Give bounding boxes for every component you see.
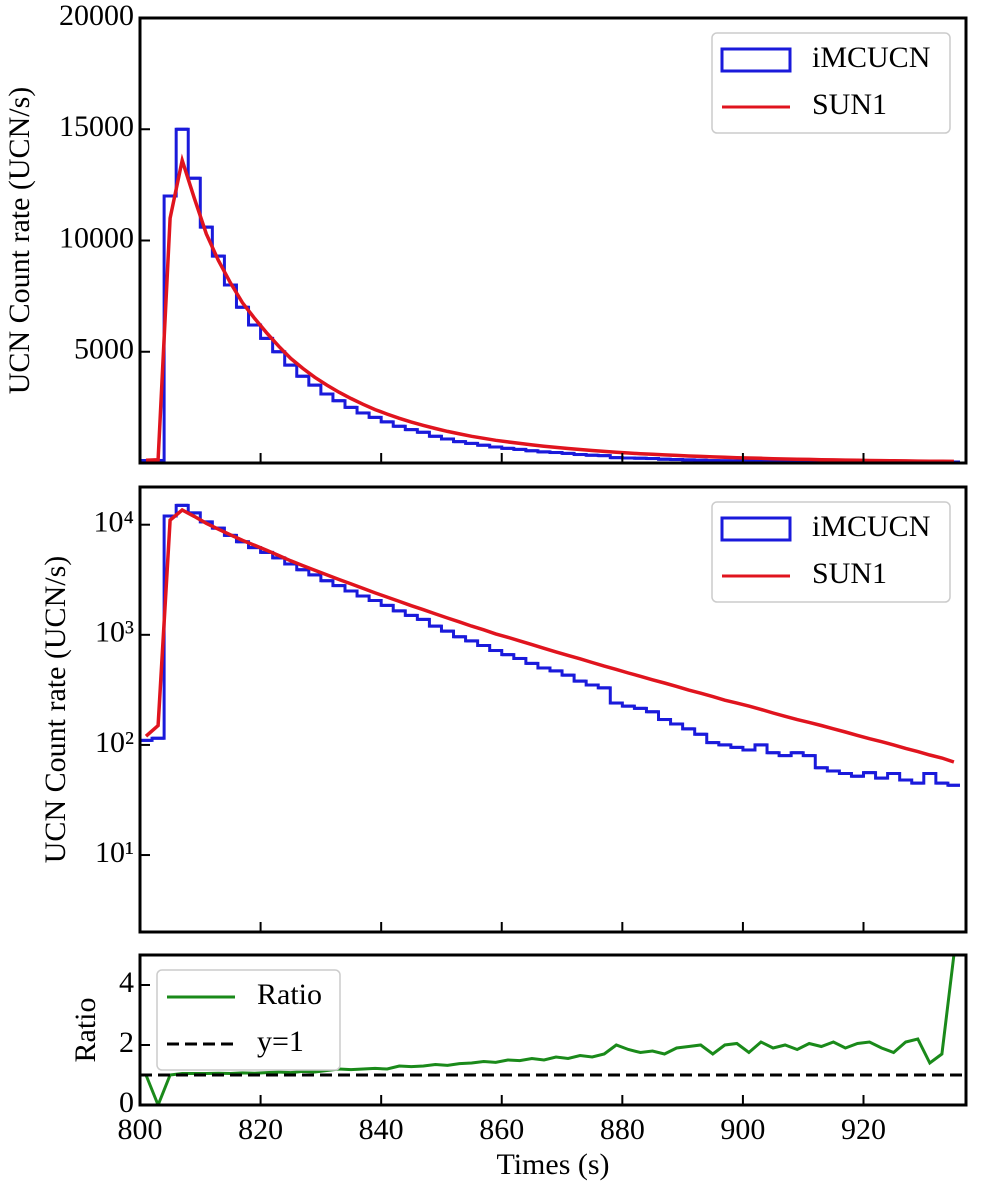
panel: 10¹ 10² 10³ 10⁴ UCN Count rate (UCN/s) iMCUCN…: [39, 485, 968, 934]
legend-swatch: [720, 516, 792, 542]
legend-label: iMCUCN: [812, 41, 930, 74]
y-tick-label: 20000: [59, 0, 134, 32]
x-tick-label: 900: [720, 1113, 765, 1146]
x-axis-label: Times (s): [496, 1148, 609, 1181]
plot-frame: [138, 485, 968, 934]
plot-area: [140, 503, 960, 932]
y-tick-label: 15000: [59, 110, 134, 143]
panel: 0 2 4 800 820 840 860 880 900 920 Ratio Times (s) Ra…: [69, 953, 968, 1181]
y-tick-label: 4: [119, 966, 134, 999]
legend-label: SUN1: [812, 88, 887, 121]
y-tick-label: 10000: [59, 221, 134, 254]
line-series: [144, 507, 955, 764]
y-tick-label: 5000: [74, 333, 134, 366]
y-tick-label: 10¹: [95, 836, 134, 869]
legend-box: [156, 969, 341, 1071]
line-series: [144, 955, 956, 1105]
x-tick-label: 860: [479, 1113, 524, 1146]
legend-label: iMCUCN: [812, 510, 930, 543]
y-axis-label: UCN Count rate (UCN/s): [39, 556, 72, 863]
legend-label: Ratio: [257, 978, 322, 1011]
x-tick-label: 840: [359, 1113, 404, 1146]
line-series: [145, 153, 954, 463]
y-tick-label: 0: [119, 1086, 134, 1119]
plot-frame: [138, 16, 968, 465]
x-tick-label: 820: [238, 1113, 283, 1146]
histogram-outline: [140, 127, 960, 463]
x-tick-label: 800: [118, 1113, 163, 1146]
plot-area: [140, 955, 966, 1105]
y-tick-label: 10⁴: [94, 506, 134, 539]
y-axis-label: Ratio: [69, 998, 102, 1063]
y-axis-label: UCN Count rate (UCN/s): [3, 87, 36, 394]
x-tick-label: 920: [841, 1113, 886, 1146]
legend-swatch: [720, 47, 792, 73]
legend-label: SUN1: [812, 557, 887, 590]
y-tick-label: 10²: [95, 726, 134, 759]
x-tick-label: 880: [600, 1113, 645, 1146]
legend-label: y=1: [257, 1025, 304, 1058]
plot-frame: [138, 953, 968, 1107]
y-tick-label: 2: [119, 1026, 134, 1059]
plot-area: [140, 127, 960, 463]
y-tick-label: 10³: [95, 616, 134, 649]
panel: 5000 10000 15000 20000 UCN Count rate (UCN/s…: [3, 0, 968, 465]
